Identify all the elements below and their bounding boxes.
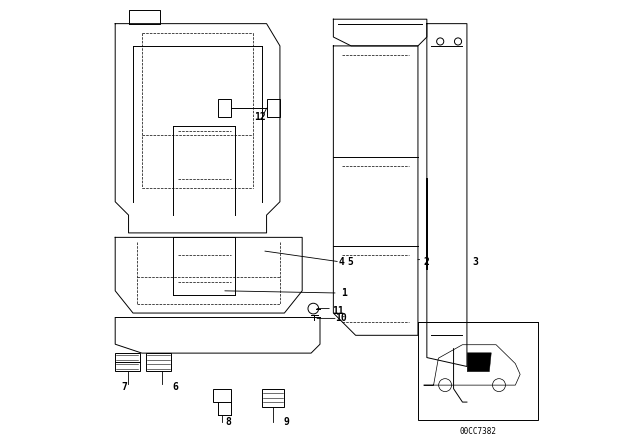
Text: 10: 10 (335, 314, 348, 323)
Text: 00CC7382: 00CC7382 (460, 426, 497, 435)
Bar (267, 99, 280, 117)
Bar (147, 353, 171, 371)
Text: 1: 1 (342, 288, 348, 298)
Bar (213, 389, 231, 402)
Bar (418, 322, 538, 420)
Text: 4: 4 (339, 257, 344, 267)
Text: 5: 5 (348, 257, 353, 267)
Polygon shape (467, 353, 492, 372)
Bar (218, 99, 231, 117)
Bar (115, 353, 140, 371)
Text: 2: 2 (424, 257, 430, 267)
Text: 7: 7 (121, 382, 127, 392)
Text: 3: 3 (472, 257, 478, 267)
Text: 6: 6 (172, 382, 179, 392)
Text: 11: 11 (332, 306, 344, 316)
Text: 9: 9 (284, 417, 289, 427)
Bar (262, 389, 284, 406)
Text: 8: 8 (226, 417, 232, 427)
Text: 12: 12 (254, 112, 266, 122)
